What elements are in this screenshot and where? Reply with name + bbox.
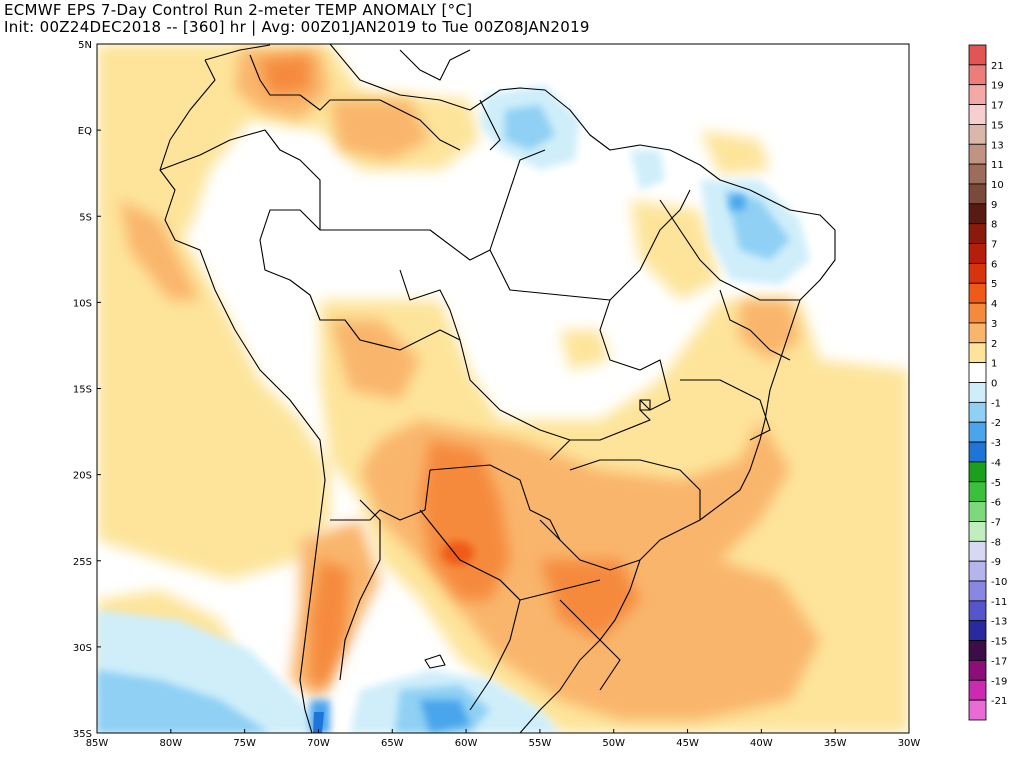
colorbar-swatch [968,501,987,522]
colorbar-swatch [968,84,987,105]
lat-tick-label: 5N [78,40,92,51]
colorbar-label: -3 [991,438,1001,449]
lat-tick-label: 5S [79,212,92,223]
lon-tick-label: 75W [233,738,256,749]
colorbar-label: 3 [991,319,997,330]
colorbar-swatch [968,342,987,364]
colorbar-swatch [968,580,987,602]
colorbar-swatch [968,282,987,304]
colorbar-label: 7 [991,240,997,251]
colorbar-label: 19 [991,81,1004,92]
colorbar-swatch [968,44,987,66]
colorbar-label: 10 [991,180,1004,191]
colorbar-swatch [968,183,987,205]
lon-tick-label: 55W [529,738,552,749]
colorbar-swatch [968,441,987,463]
colorbar-swatch [968,262,987,284]
colorbar-swatch [968,640,987,661]
colorbar-label: 8 [991,220,997,231]
colorbar-label: 5 [991,279,997,290]
lon-tick-label: 35W [824,738,847,749]
colorbar-swatch [968,163,987,185]
colorbar-swatch [968,461,987,483]
colorbar-label: 9 [991,200,997,211]
latitude-axis: 5N EQ 5S 10S 15S 20S 25S 30S 35S [73,40,101,740]
colorbar-swatch [968,620,987,641]
lon-tick-label: 70W [307,738,330,749]
colorbar-label: 13 [991,140,1004,151]
colorbar-swatch [968,382,987,403]
lat-tick-label: 30S [73,643,92,654]
lon-tick-label: 45W [676,738,699,749]
lat-tick-label: 25S [73,557,92,568]
lon-tick-label: 60W [455,738,478,749]
colorbar-label: -21 [991,696,1007,707]
colorbar-label: -11 [991,597,1007,608]
colorbar-label: -19 [991,676,1007,687]
colorbar-swatch [968,600,987,622]
longitude-axis: 85W 80W 75W 70W 65W 60W 55W 50W 45W 40W 35W 30W [86,729,921,749]
anomaly-shading [97,44,909,733]
colorbar-swatch [968,104,987,125]
colorbar-swatch [968,521,987,542]
colorbar-label: -7 [991,517,1001,528]
colorbar-swatch [968,560,987,582]
colorbar-swatch [968,124,987,145]
colorbar-label: -1 [991,398,1001,409]
colorbar-label: 15 [991,120,1004,131]
colorbar-label: 1 [991,359,997,370]
color-legend: 211917151311109876543210-1-2-3-4-5-6-7-8… [968,44,1007,721]
colorbar-swatch [968,679,987,701]
colorbar-label: 21 [991,61,1004,72]
lat-tick-label: 15S [73,385,92,396]
colorbar-swatch [968,64,987,86]
lon-tick-label: 80W [160,738,183,749]
colorbar-swatch [968,660,987,681]
colorbar-label: -10 [991,577,1007,588]
colorbar-swatch [968,481,987,503]
lat-tick-label: 35S [73,729,92,740]
colorbar-label: 0 [991,379,997,390]
colorbar-swatch [968,302,987,324]
colorbar-label: 6 [991,259,997,270]
colorbar-swatch [968,362,987,383]
colorbar-label: -6 [991,498,1001,509]
title-line1: ECMWF EPS 7-Day Control Run 2-meter TEMP… [4,1,473,19]
title-line2: Init: 00Z24DEC2018 -- [360] hr | Avg: 00… [4,18,590,36]
lat-tick-label: 20S [73,471,92,482]
colorbar-label: 2 [991,339,997,350]
colorbar-swatch [968,540,987,562]
colorbar-label: -15 [991,637,1007,648]
lon-tick-label: 50W [602,738,625,749]
colorbar-label: -2 [991,418,1001,429]
colorbar-swatch [968,322,987,344]
colorbar-swatch [968,421,987,443]
colorbar-label: -8 [991,537,1001,548]
colorbar-swatch [968,243,987,264]
lat-tick-label: EQ [78,126,92,137]
lon-tick-label: 65W [381,738,404,749]
colorbar-label: -13 [991,617,1007,628]
colorbar-swatch [968,223,987,244]
colorbar-label: 11 [991,160,1004,171]
colorbar-label: -17 [991,656,1007,667]
colorbar-label: -4 [991,458,1001,469]
lon-tick-label: 85W [86,738,109,749]
lon-tick-label: 40W [750,738,773,749]
colorbar-swatch [968,143,987,165]
country-borders [159,44,836,733]
lon-tick-label: 30W [898,738,921,749]
chart-title: ECMWF EPS 7-Day Control Run 2-meter TEMP… [4,2,590,36]
colorbar-swatch [968,203,987,225]
colorbar-label: -9 [991,557,1001,568]
colorbar-label: -5 [991,478,1001,489]
colorbar-swatch [968,401,987,423]
colorbar-label: 4 [991,299,997,310]
lat-tick-label: 10S [73,298,92,309]
colorbar-label: 17 [991,101,1004,112]
colorbar-swatch [968,699,987,721]
